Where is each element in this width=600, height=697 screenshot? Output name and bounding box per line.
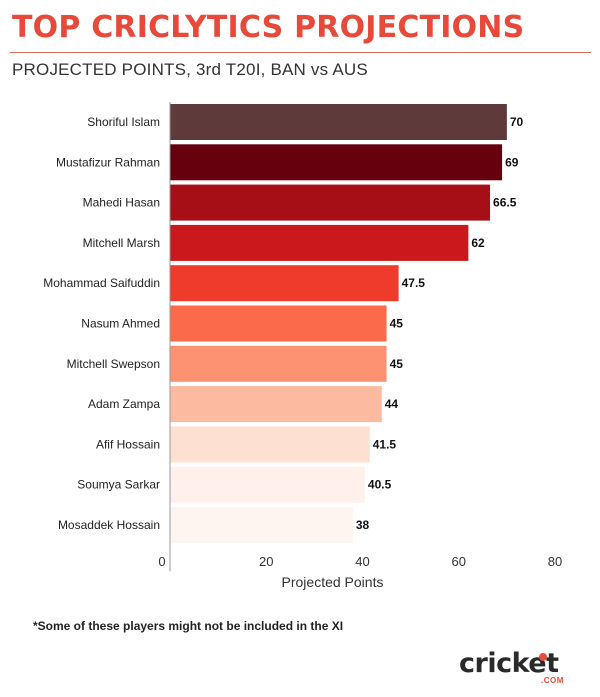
value-label: 47.5	[402, 276, 426, 290]
bar	[170, 144, 503, 181]
bar	[170, 224, 469, 261]
bar	[170, 345, 387, 382]
category-label: Afif Hossain	[96, 437, 160, 451]
bar	[170, 184, 491, 221]
category-label: Nasum Ahmed	[81, 317, 160, 331]
category-label: Adam Zampa	[88, 397, 160, 411]
x-tick-label: 40	[355, 554, 369, 569]
bar	[170, 104, 507, 140]
category-label: Mosaddek Hossain	[58, 518, 160, 532]
bar	[170, 386, 382, 423]
value-label: 44	[385, 397, 399, 411]
category-label: Mohammad Saifuddin	[43, 276, 160, 290]
bar	[170, 507, 353, 543]
value-label: 40.5	[368, 478, 392, 492]
x-tick-label: 20	[259, 554, 273, 569]
x-axis-label: Projected Points	[282, 574, 384, 590]
x-tick-label: 60	[452, 554, 466, 569]
x-tick-label: 0	[158, 554, 165, 569]
logo-dot-icon	[539, 653, 547, 661]
title-divider	[10, 52, 591, 53]
footnote: *Some of these players might not be incl…	[33, 619, 344, 633]
value-label: 70	[510, 115, 524, 129]
bar-chart: Shoriful Islam 70 Mustafizur Rahman 69 Mahed…	[43, 102, 562, 590]
value-label: 62	[471, 236, 485, 250]
chart-subtitle: PROJECTED POINTS, 3rd T20I, BAN vs AUS	[12, 60, 368, 79]
category-label: Mitchell Swepson	[67, 357, 160, 371]
chart-title: TOP CRICLYTICS PROJECTIONS	[12, 10, 525, 45]
x-tick-label: 80	[548, 554, 562, 569]
bar	[170, 305, 387, 342]
cricket-com-logo: cricket .COM	[459, 648, 574, 688]
value-label: 41.5	[373, 437, 397, 451]
category-label: Shoriful Islam	[87, 115, 160, 129]
category-label: Mitchell Marsh	[83, 236, 160, 250]
bar	[170, 426, 370, 463]
value-label: 45	[390, 357, 404, 371]
value-label: 69	[505, 155, 519, 169]
bar	[170, 466, 365, 503]
value-label: 38	[356, 518, 370, 532]
bar	[170, 265, 399, 302]
category-label: Soumya Sarkar	[77, 478, 160, 492]
category-label: Mustafizur Rahman	[56, 155, 160, 169]
value-label: 45	[390, 317, 404, 331]
category-label: Mahedi Hasan	[83, 196, 160, 210]
value-label: 66.5	[493, 196, 517, 210]
logo-domain: .COM	[541, 676, 564, 685]
